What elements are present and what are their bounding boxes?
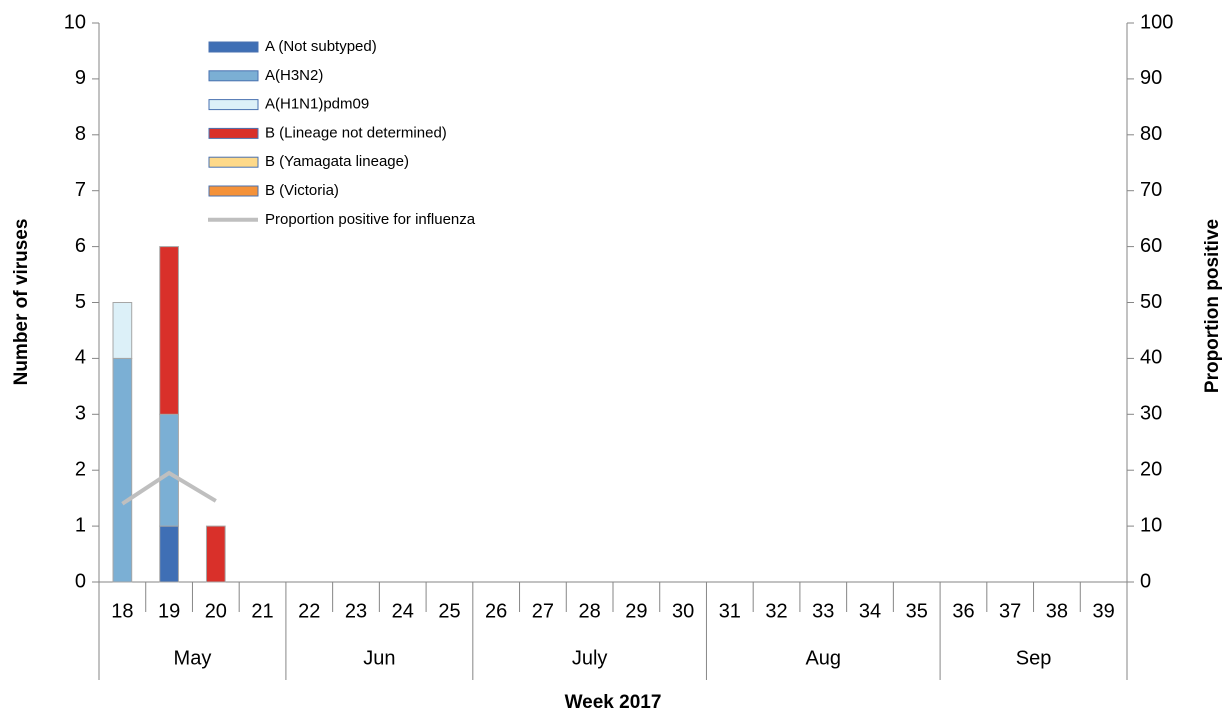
x-tick-label: 18 bbox=[111, 600, 133, 622]
y2-tick-label: 40 bbox=[1140, 347, 1162, 369]
x-tick-label: 38 bbox=[1046, 600, 1068, 622]
y2-tick-label: 0 bbox=[1140, 570, 1151, 592]
x-tick-label: 25 bbox=[438, 600, 460, 622]
legend-label: A (Not subtyped) bbox=[265, 38, 377, 55]
y2-tick-label: 30 bbox=[1140, 403, 1162, 425]
bar bbox=[205, 525, 226, 583]
x-tick-label: 22 bbox=[298, 600, 320, 622]
legend-label: B (Yamagata lineage) bbox=[265, 153, 409, 170]
bar bbox=[112, 302, 133, 359]
y-axis-title: Number of viruses bbox=[11, 219, 32, 386]
x-tick-label: 21 bbox=[251, 600, 273, 622]
y-tick-label: 4 bbox=[75, 347, 86, 369]
bar bbox=[159, 525, 179, 583]
x-tick-label: 29 bbox=[625, 600, 647, 622]
x-tick-label: 34 bbox=[859, 600, 881, 622]
x-tick-label: 19 bbox=[158, 600, 180, 622]
y2-tick-label: 100 bbox=[1140, 11, 1173, 33]
x-tick-label: 27 bbox=[532, 600, 554, 622]
legend-swatch bbox=[208, 70, 259, 82]
y-tick-label: 7 bbox=[75, 179, 86, 201]
bar bbox=[159, 413, 179, 527]
month-label: Jun bbox=[363, 647, 395, 669]
y-tick-label: 2 bbox=[75, 458, 86, 480]
x-tick-label: 31 bbox=[719, 600, 741, 622]
month-label: May bbox=[174, 647, 212, 669]
legend-swatch bbox=[208, 41, 259, 53]
y-tick-label: 0 bbox=[75, 570, 86, 592]
x-axis-title: Week 2017 bbox=[565, 692, 662, 713]
legend-swatch bbox=[208, 156, 259, 168]
y2-tick-label: 50 bbox=[1140, 291, 1162, 313]
legend-swatch bbox=[208, 99, 259, 111]
y-tick-label: 10 bbox=[64, 11, 86, 33]
y2-tick-label: 20 bbox=[1140, 458, 1162, 480]
bar bbox=[112, 357, 133, 583]
x-tick-label: 32 bbox=[765, 600, 787, 622]
x-tick-label: 26 bbox=[485, 600, 507, 622]
legend-label: A(H1N1)pdm09 bbox=[265, 96, 369, 113]
month-label: July bbox=[572, 647, 608, 669]
y-tick-label: 6 bbox=[75, 235, 86, 257]
x-tick-label: 24 bbox=[392, 600, 414, 622]
y-tick-label: 8 bbox=[75, 123, 86, 145]
month-label: Sep bbox=[1016, 647, 1052, 669]
x-tick-label: 28 bbox=[579, 600, 601, 622]
y2-tick-label: 90 bbox=[1140, 67, 1162, 89]
x-tick-label: 39 bbox=[1093, 600, 1115, 622]
y-tick-label: 5 bbox=[75, 291, 86, 313]
y2-tick-label: 60 bbox=[1140, 235, 1162, 257]
month-label: Aug bbox=[805, 647, 841, 669]
y-tick-label: 1 bbox=[75, 514, 86, 536]
y-tick-label: 9 bbox=[75, 67, 86, 89]
x-tick-label: 23 bbox=[345, 600, 367, 622]
x-tick-label: 37 bbox=[999, 600, 1021, 622]
legend-label: B (Lineage not determined) bbox=[265, 124, 447, 141]
x-tick-label: 35 bbox=[906, 600, 928, 622]
legend-label: A(H3N2) bbox=[265, 67, 323, 84]
legend-swatch bbox=[208, 127, 259, 139]
x-tick-label: 20 bbox=[205, 600, 227, 622]
x-tick-label: 30 bbox=[672, 600, 694, 622]
y2-axis-title: Proportion positive bbox=[1202, 219, 1223, 393]
x-tick-label: 33 bbox=[812, 600, 834, 622]
line bbox=[121, 470, 217, 506]
legend-label: Proportion positive for influenza bbox=[265, 211, 476, 228]
x-tick-label: 36 bbox=[952, 600, 974, 622]
y2-tick-label: 80 bbox=[1140, 123, 1162, 145]
bar bbox=[159, 246, 179, 415]
legend-swatch bbox=[208, 185, 259, 197]
y2-tick-label: 70 bbox=[1140, 179, 1162, 201]
y2-tick-label: 10 bbox=[1140, 514, 1162, 536]
y-tick-label: 3 bbox=[75, 403, 86, 425]
legend-label: B (Victoria) bbox=[265, 182, 339, 199]
